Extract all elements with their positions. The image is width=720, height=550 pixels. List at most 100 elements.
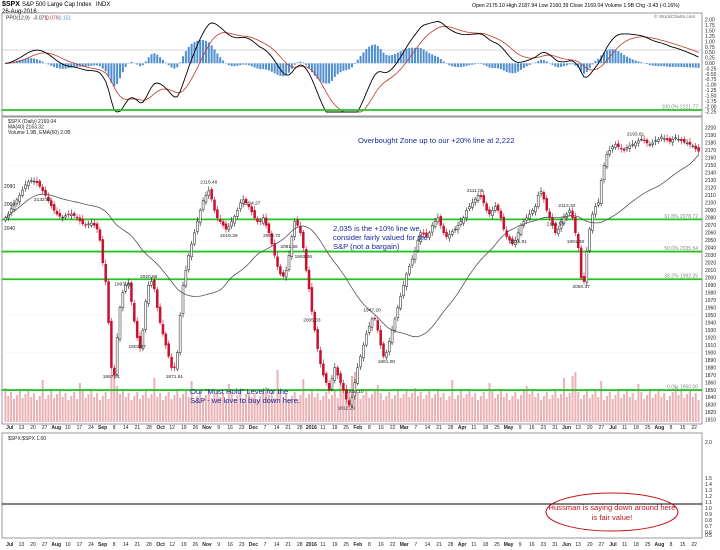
price-tick-20: 2000 [705,275,716,281]
volume-bar-46 [136,392,139,422]
volume-bar-116 [336,398,339,422]
candle-238 [685,139,689,146]
x-label-bottom-38: 28 [448,542,454,548]
ppo-hist-bar-46 [136,63,139,65]
volume-bar-143 [414,388,417,422]
ppo-hist-bar-55 [161,59,164,64]
candle-163 [471,198,474,211]
ppo-hist-bar-230 [663,63,666,67]
ppo-hist-bar-63 [184,51,187,64]
volume-bar-196 [565,397,568,422]
volume-bar-48 [141,395,144,422]
candle-133 [385,349,388,361]
volume-bar-73 [213,394,216,422]
x-label-29: 25 [343,425,349,431]
candle-86 [250,202,254,216]
candle-47 [138,331,142,352]
hl-label-16: 1810.10 [346,389,364,395]
volume-bar-231 [666,400,669,422]
x-label-2: 20 [30,425,36,431]
candle-110 [319,346,322,368]
header-date: 26-Aug-2016 [2,9,37,15]
ppo-tick-13: -1.25 [705,88,717,94]
volume-bar-78 [227,384,230,422]
x-label-bottom-35: 7 [414,542,417,548]
volume-bar-74 [216,390,219,422]
volume-bar-169 [488,383,491,422]
candle-53 [155,286,159,312]
ppo-hist-bar-225 [648,63,651,66]
volume-bar-176 [508,400,511,422]
ppo-hist-bar-226 [651,63,654,66]
volume-bar-35 [104,392,107,422]
volume-bar-49 [144,391,147,422]
volume-bar-61 [179,398,182,422]
volume-bar-177 [511,396,514,422]
candle-96 [279,264,282,277]
hl-label-1: 1993.46 [114,281,132,287]
ppo-hist-bar-139 [402,49,405,64]
price-tick-31: 1890 [705,358,716,364]
ppo-hist-bar-147 [425,51,428,64]
candle-71 [207,186,211,200]
ppo-tick-14: -1.50 [705,93,717,99]
ppo-tick-1: 1.75 [705,23,715,29]
candle-13 [41,184,44,194]
x-label-bottom-6: 17 [77,542,83,548]
x-label-bottom-28: 19 [332,542,338,548]
volume-bar-60 [176,391,179,422]
price-tick-13: 2070 [705,223,716,229]
x-label-40: 11 [471,425,476,431]
candle-187 [539,187,543,197]
volume-bar-199 [574,372,577,422]
candle-87 [253,205,256,221]
ppo-hist-bar-49 [144,61,147,64]
volume-bar-232 [668,396,671,422]
volume-bar-15 [47,395,50,422]
ratio-tick-3: 1.3 [705,488,712,494]
x-label-4: Aug [51,425,61,431]
ppo-hist-bar-57 [167,63,170,66]
ppo-panel: PPO(12,9) -0.071, 0.079, -0.151 2.001.75… [1,12,717,117]
volume-bar-86 [250,397,253,422]
ppo-hist-bar-115 [333,63,336,77]
volume-bar-239 [688,390,691,422]
candle-14 [44,186,47,200]
ppo-hist-bar-238 [686,63,689,68]
x-label-14: 12 [169,425,175,431]
volume-bar-223 [643,399,646,422]
candle-217 [625,144,629,152]
x-label-11: 21 [135,425,141,431]
ppo-hist-bar-240 [691,63,694,68]
x-label-48: Jun [562,425,571,431]
volume-bar-132 [382,400,385,422]
x-label-bottom-27: 11 [320,542,325,548]
ppo-hist-bar-141 [408,47,411,64]
volume-bar-206 [594,390,597,422]
volume-bar-31 [93,397,96,422]
ppo-tick-7: 0.25 [705,56,715,62]
ppo-hist-bar-192 [554,63,557,67]
ppo-hist-bar-188 [542,59,545,64]
ppo-hist-bar-218 [628,58,631,64]
ppo-hist-bar-178 [514,63,517,73]
candle-60 [176,350,179,372]
ppo-hist-bar-203 [585,63,588,72]
volume-bar-164 [474,393,477,422]
candle-28 [84,222,87,229]
ppo-tick-16: -2.00 [705,104,717,110]
volume-bar-152 [439,397,442,422]
ppo-hist-bar-67 [196,40,199,64]
ppo-hist-bar-29 [87,63,90,67]
ppo-hist-bar-15 [47,63,50,65]
ppo-hist-bar-159 [459,63,462,67]
volume-bar-159 [459,391,462,422]
candle-224 [645,137,649,147]
volume-bar-37 [110,371,113,422]
volume-bar-229 [660,397,663,422]
candle-150 [433,217,437,230]
ppo-hist-bar-198 [571,63,574,65]
volume-bar-208 [600,381,603,422]
x-label-36: 14 [425,425,431,431]
